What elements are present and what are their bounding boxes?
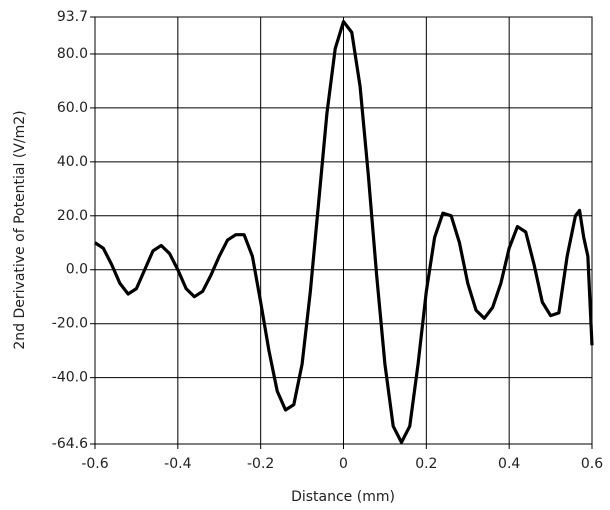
y-tick-label: 60.0	[57, 100, 88, 116]
y-tick-label: 80.0	[57, 46, 88, 62]
y-tick-label: 93.7	[57, 9, 88, 25]
y-tick-label: 0.0	[66, 262, 88, 278]
y-tick-label: -64.6	[52, 436, 88, 452]
data-line	[94, 19, 594, 444]
x-axis-label: Distance (mm)	[291, 489, 395, 505]
x-tick-label: 0	[339, 456, 348, 472]
x-tick-label: 0.6	[581, 456, 603, 472]
y-tick-label: 40.0	[57, 154, 88, 170]
x-tick-label: -0.2	[247, 456, 274, 472]
x-tick-label: 0.2	[415, 456, 437, 472]
y-tick-label: -20.0	[52, 316, 88, 332]
x-tick-label: -0.6	[81, 456, 108, 472]
y-axis-label: 2nd Derivative of Potential (V/m2)	[12, 110, 28, 349]
y-tick-label: 20.0	[57, 208, 88, 224]
y-tick-label: -40.0	[52, 370, 88, 386]
x-tick-label: 0.4	[498, 456, 520, 472]
x-tick-label: -0.4	[164, 456, 191, 472]
